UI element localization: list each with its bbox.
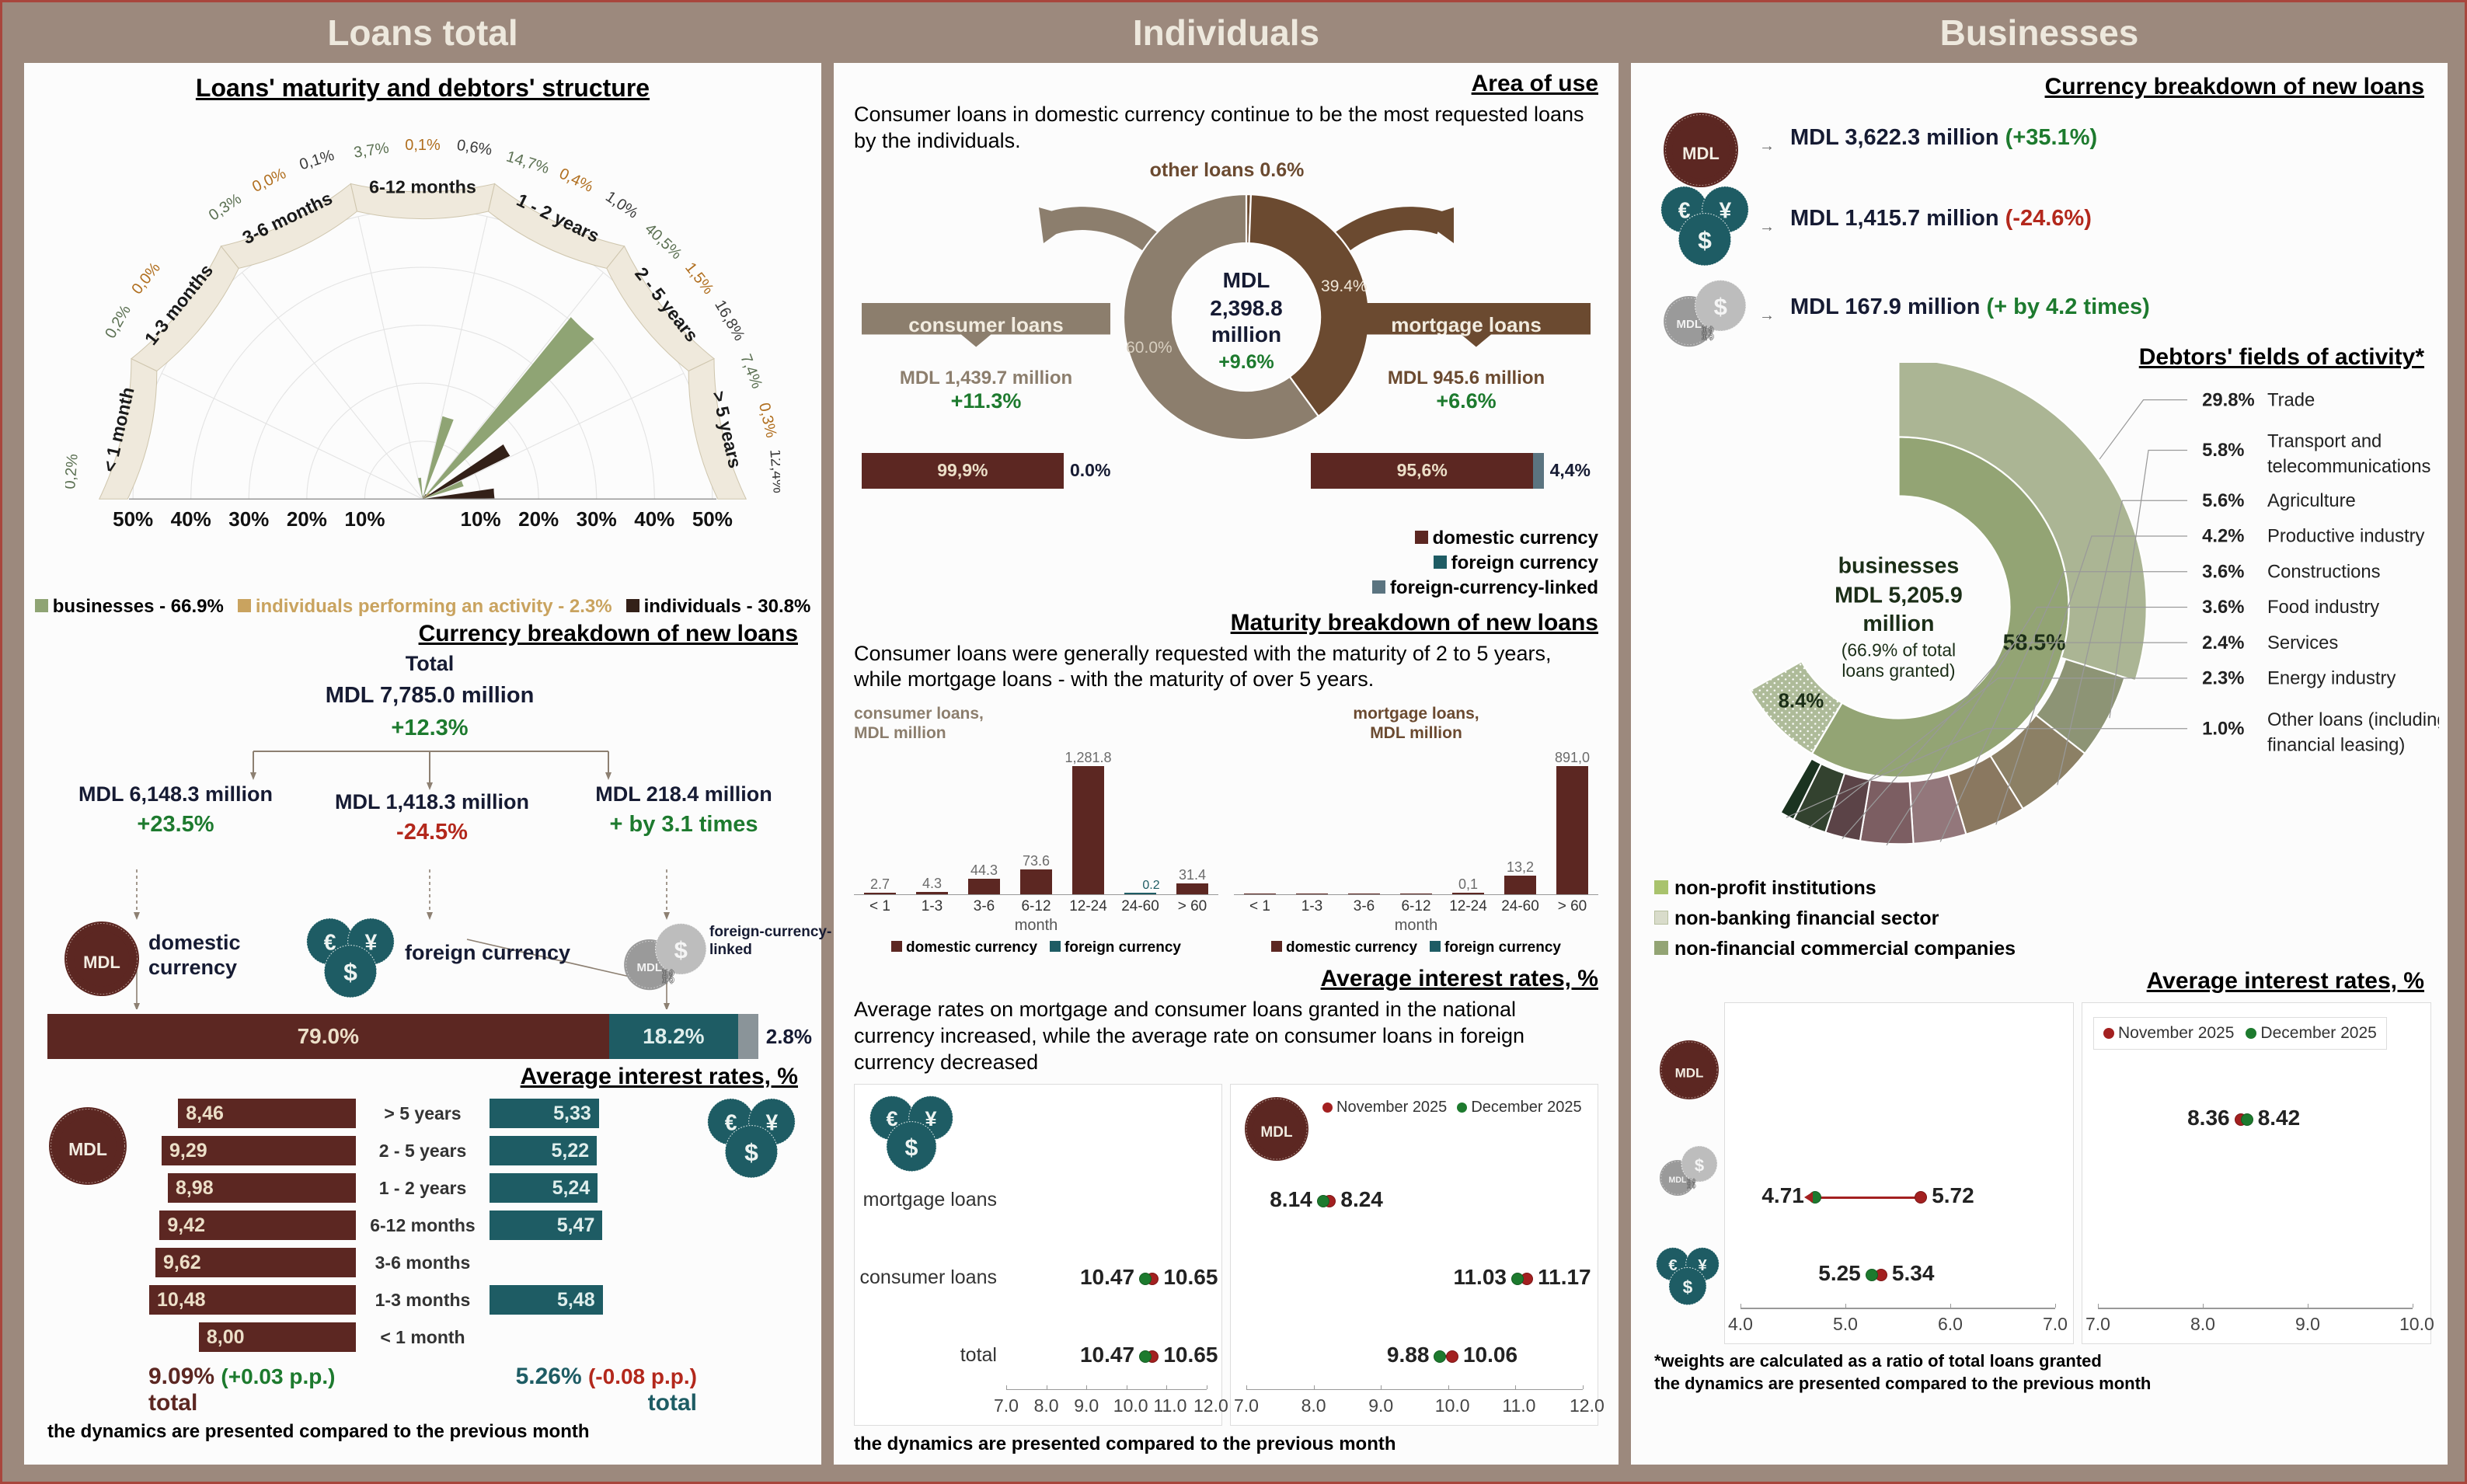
svg-text:0,2%: 0,2%: [102, 302, 134, 342]
svg-text:Productive industry: Productive industry: [2267, 526, 2425, 547]
svg-text:12,4%: 12,4%: [766, 449, 780, 494]
svg-text:financial leasing): financial leasing): [2267, 734, 2405, 755]
svg-text:million: million: [1862, 611, 1934, 636]
svg-text:20%: 20%: [518, 507, 559, 531]
svg-text:businesses: businesses: [1838, 554, 1960, 579]
svg-text:0,1%: 0,1%: [405, 137, 441, 154]
svg-text:0,4%: 0,4%: [556, 165, 596, 196]
svg-text:million: million: [1211, 322, 1281, 347]
svg-text:0,2%: 0,2%: [65, 453, 82, 489]
svg-text:$: $: [1695, 1155, 1704, 1175]
svg-text:MDL 5,205.9: MDL 5,205.9: [1835, 583, 1963, 608]
svg-text:2,398.8: 2,398.8: [1210, 296, 1282, 320]
svg-text:30%: 30%: [228, 507, 269, 531]
svg-text:7,4%: 7,4%: [737, 352, 765, 392]
svg-text:0,3%: 0,3%: [755, 401, 780, 439]
svg-text:10%: 10%: [344, 507, 385, 531]
svg-text:$: $: [744, 1138, 758, 1166]
svg-text:loans granted): loans granted): [1842, 660, 1955, 681]
svg-text:1,0%: 1,0%: [602, 188, 641, 222]
svg-text:⛓: ⛓: [1685, 1178, 1698, 1190]
svg-text:0,6%: 0,6%: [456, 137, 493, 159]
svg-text:Transport and: Transport and: [2267, 431, 2382, 452]
svg-text:39.4%: 39.4%: [1321, 277, 1368, 295]
svg-text:$: $: [1714, 293, 1727, 320]
svg-text:Trade: Trade: [2267, 389, 2315, 410]
svg-text:3.6%: 3.6%: [2202, 597, 2244, 618]
svg-text:1,5%: 1,5%: [681, 260, 717, 298]
svg-text:60.0%: 60.0%: [1126, 339, 1173, 357]
svg-text:4.2%: 4.2%: [2202, 526, 2244, 547]
svg-text:2.4%: 2.4%: [2202, 632, 2244, 653]
svg-text:40%: 40%: [171, 507, 211, 531]
svg-text:8.4%: 8.4%: [1779, 691, 1824, 712]
svg-text:+9.6%: +9.6%: [1218, 351, 1274, 373]
svg-text:⛓: ⛓: [1699, 326, 1717, 343]
svg-text:Other loans (including: Other loans (including: [2267, 709, 2439, 730]
svg-text:$: $: [1683, 1277, 1693, 1298]
svg-text:(66.9% of total: (66.9% of total: [1842, 639, 1956, 660]
svg-text:Food industry: Food industry: [2267, 597, 2379, 618]
svg-text:telecommunications: telecommunications: [2267, 456, 2431, 477]
svg-text:29.8%: 29.8%: [2202, 389, 2255, 410]
svg-text:MDL: MDL: [68, 1139, 107, 1159]
svg-text:30%: 30%: [577, 507, 617, 531]
svg-text:20%: 20%: [287, 507, 327, 531]
svg-text:€: €: [725, 1110, 737, 1134]
svg-text:Agriculture: Agriculture: [2267, 490, 2356, 511]
svg-text:$: $: [905, 1134, 918, 1161]
svg-text:MDL: MDL: [1682, 144, 1720, 163]
svg-text:Constructions: Constructions: [2267, 561, 2381, 582]
svg-text:⛓: ⛓: [659, 969, 678, 986]
svg-text:2.3%: 2.3%: [2202, 668, 2244, 689]
svg-text:MDL: MDL: [1675, 1065, 1704, 1080]
svg-text:0,0%: 0,0%: [249, 165, 289, 196]
svg-text:MDL: MDL: [1260, 1124, 1293, 1141]
svg-text:3.6%: 3.6%: [2202, 561, 2244, 582]
svg-text:50%: 50%: [113, 507, 153, 531]
svg-text:0,0%: 0,0%: [128, 260, 164, 298]
svg-text:€: €: [324, 929, 336, 954]
svg-text:50%: 50%: [692, 507, 733, 531]
svg-text:MDL: MDL: [1223, 268, 1270, 292]
svg-text:6-12 months: 6-12 months: [369, 177, 476, 197]
svg-text:40,5%: 40,5%: [641, 221, 685, 263]
svg-text:5.8%: 5.8%: [2202, 440, 2244, 461]
svg-text:0,1%: 0,1%: [298, 147, 336, 174]
svg-text:Services: Services: [2267, 632, 2338, 653]
svg-text:$: $: [343, 958, 357, 986]
svg-text:14,7%: 14,7%: [504, 148, 552, 177]
svg-text:5.6%: 5.6%: [2202, 490, 2244, 511]
svg-text:16,8%: 16,8%: [711, 298, 748, 344]
svg-text:€: €: [1678, 197, 1691, 222]
svg-text:3,7%: 3,7%: [353, 139, 390, 161]
svg-text:10%: 10%: [461, 507, 501, 531]
svg-text:$: $: [674, 936, 688, 963]
svg-text:MDL: MDL: [83, 953, 120, 972]
svg-text:40%: 40%: [634, 507, 674, 531]
svg-text:0,3%: 0,3%: [206, 190, 245, 225]
svg-text:Energy industry: Energy industry: [2267, 668, 2396, 689]
svg-text:$: $: [1698, 226, 1712, 254]
svg-text:1.0%: 1.0%: [2202, 718, 2244, 739]
